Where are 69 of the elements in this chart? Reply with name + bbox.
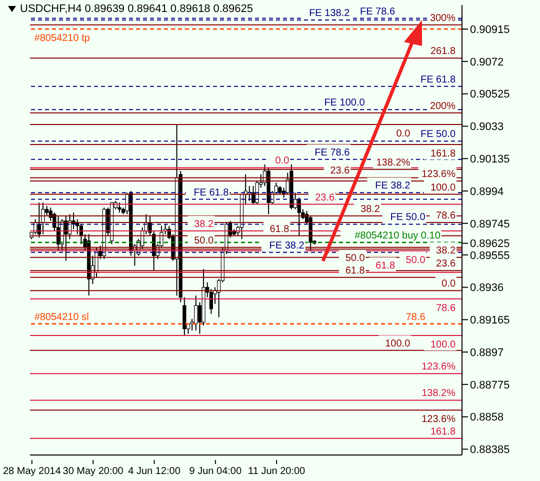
annotation: 61.8 xyxy=(376,260,396,272)
annotation: FE 78.6 xyxy=(360,6,396,18)
annotation: 138.2% xyxy=(422,388,456,400)
y-tick-label: 0.89555 xyxy=(470,250,510,262)
annotation: 123.6% xyxy=(422,362,456,373)
annotation: 50.0 xyxy=(345,253,366,264)
y-tick-label: 0.8897 xyxy=(470,346,504,359)
y-tick-label: 0.8936 xyxy=(470,282,504,294)
annotation: 38.2 xyxy=(194,218,214,230)
x-tick-label: 28 May 2014 xyxy=(2,466,62,477)
annotation: 78.6 xyxy=(436,302,456,314)
annotation: FE 100.0 xyxy=(324,98,366,109)
annotation: 0.0 xyxy=(396,128,411,140)
candlestick xyxy=(41,202,45,235)
annotation: 23.6 xyxy=(315,192,335,204)
candlestick xyxy=(182,296,186,336)
annotation: 38.2 xyxy=(436,245,456,256)
annotation: 300% xyxy=(430,12,456,24)
y-tick-label: 0.9033 xyxy=(470,121,504,134)
ref-line-label: #8054210 buy 0.10 xyxy=(354,230,441,242)
annotation: 38.2 xyxy=(360,204,380,215)
y-tick-label: 0.90135 xyxy=(470,154,510,166)
y-tick-label: 0.89165 xyxy=(470,314,510,327)
annotation: FE 38.2 xyxy=(269,240,305,252)
annotation: 100.0 xyxy=(385,338,411,350)
y-tick-label: 0.8858 xyxy=(470,412,504,424)
annotation: FE 50.0 xyxy=(420,129,456,140)
annotation: 161.8 xyxy=(430,426,456,438)
y-tick-label: 0.90525 xyxy=(470,88,510,101)
annotation: 61.8 xyxy=(345,265,366,276)
annotation: FE 61.8 xyxy=(194,187,230,198)
y-tick-label: 0.89625 xyxy=(470,238,510,250)
candlestick xyxy=(118,202,122,214)
annotation: 50.0 xyxy=(194,235,214,246)
annotation: 78.6 xyxy=(436,210,456,222)
annotation: 261.8 xyxy=(430,46,456,58)
annotation: 123.6% xyxy=(422,414,456,426)
y-tick-label: 0.8994 xyxy=(470,186,504,198)
ref-line-label: #8054210 sl xyxy=(34,312,89,323)
annotation: 161.8 xyxy=(430,148,456,160)
chart-title: USDCHF,H4 0.89639 0.89641 0.89618 0.89625 xyxy=(20,3,254,15)
y-tick-label: 0.9072 xyxy=(470,56,504,68)
x-tick-label: 11 Jun 20:00 xyxy=(248,466,306,477)
annotation: 61.8 xyxy=(270,224,290,235)
annotation: 200% xyxy=(430,100,456,112)
y-tick-label: 0.88385 xyxy=(470,444,510,456)
annotation: FE 78.6 xyxy=(314,147,350,158)
annotation: 0.0 xyxy=(442,278,456,290)
x-tick-label: 30 May 20:00 xyxy=(62,466,124,477)
annotation: 50.0 xyxy=(406,254,426,266)
ref-line-label: #8054210 tp xyxy=(34,33,90,44)
y-tick-label: 0.90915 xyxy=(470,24,510,36)
y-tick-label: 0.88775 xyxy=(470,379,510,392)
y-tick-label: 0.89745 xyxy=(470,218,510,230)
annotation: FE 38.2 xyxy=(375,180,411,192)
x-tick-label: 4 Jun 12:00 xyxy=(128,466,181,477)
x-tick-label: 9 Jun 04:00 xyxy=(189,466,242,477)
annotation: 0.0 xyxy=(275,156,290,167)
annotation: FE 50.0 xyxy=(390,212,426,224)
annotation: FE 61.8 xyxy=(420,74,456,86)
annotation: 78.6 xyxy=(406,312,426,323)
annotation: FE 138.2 xyxy=(309,8,350,19)
annotation: 100.0 xyxy=(430,339,456,350)
candlestick xyxy=(194,295,198,331)
annotation: 123.6% xyxy=(422,169,456,180)
annotation: 23.6 xyxy=(436,258,456,270)
annotation: 23.6 xyxy=(330,166,350,177)
annotation: 138.2% xyxy=(376,157,410,168)
annotation: 100.0 xyxy=(430,182,456,194)
